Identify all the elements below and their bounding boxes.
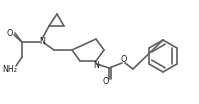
Text: O: O	[7, 30, 13, 38]
Text: NH₂: NH₂	[3, 66, 18, 74]
Text: O: O	[121, 54, 127, 64]
Text: N: N	[39, 37, 45, 46]
Text: O: O	[103, 77, 109, 87]
Text: N: N	[93, 61, 99, 69]
